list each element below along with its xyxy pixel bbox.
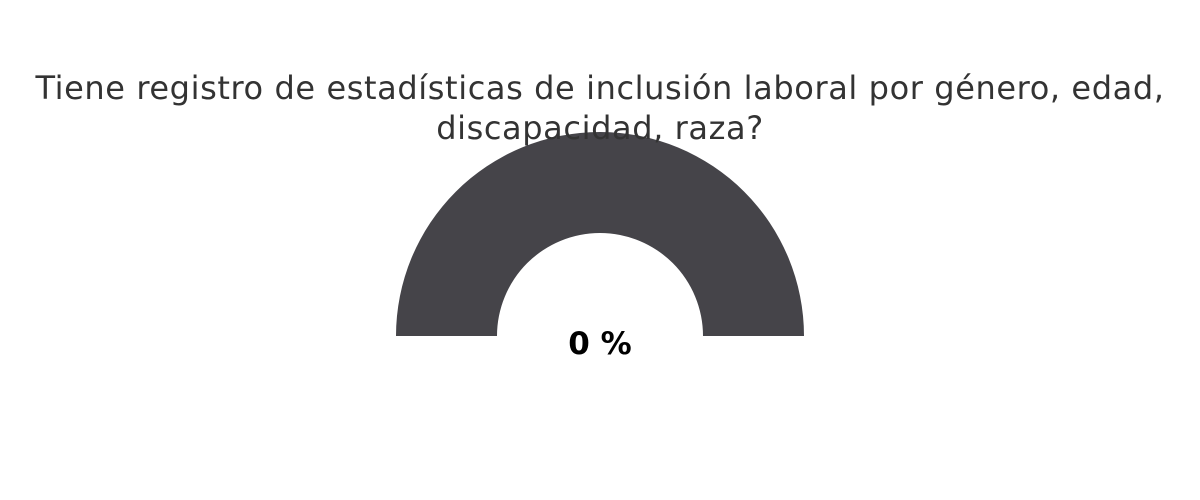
gauge-track <box>396 132 804 336</box>
gauge-value-label: 0 % <box>568 326 632 362</box>
chart-title: Tiene registro de estadísticas de inclus… <box>35 69 1165 147</box>
